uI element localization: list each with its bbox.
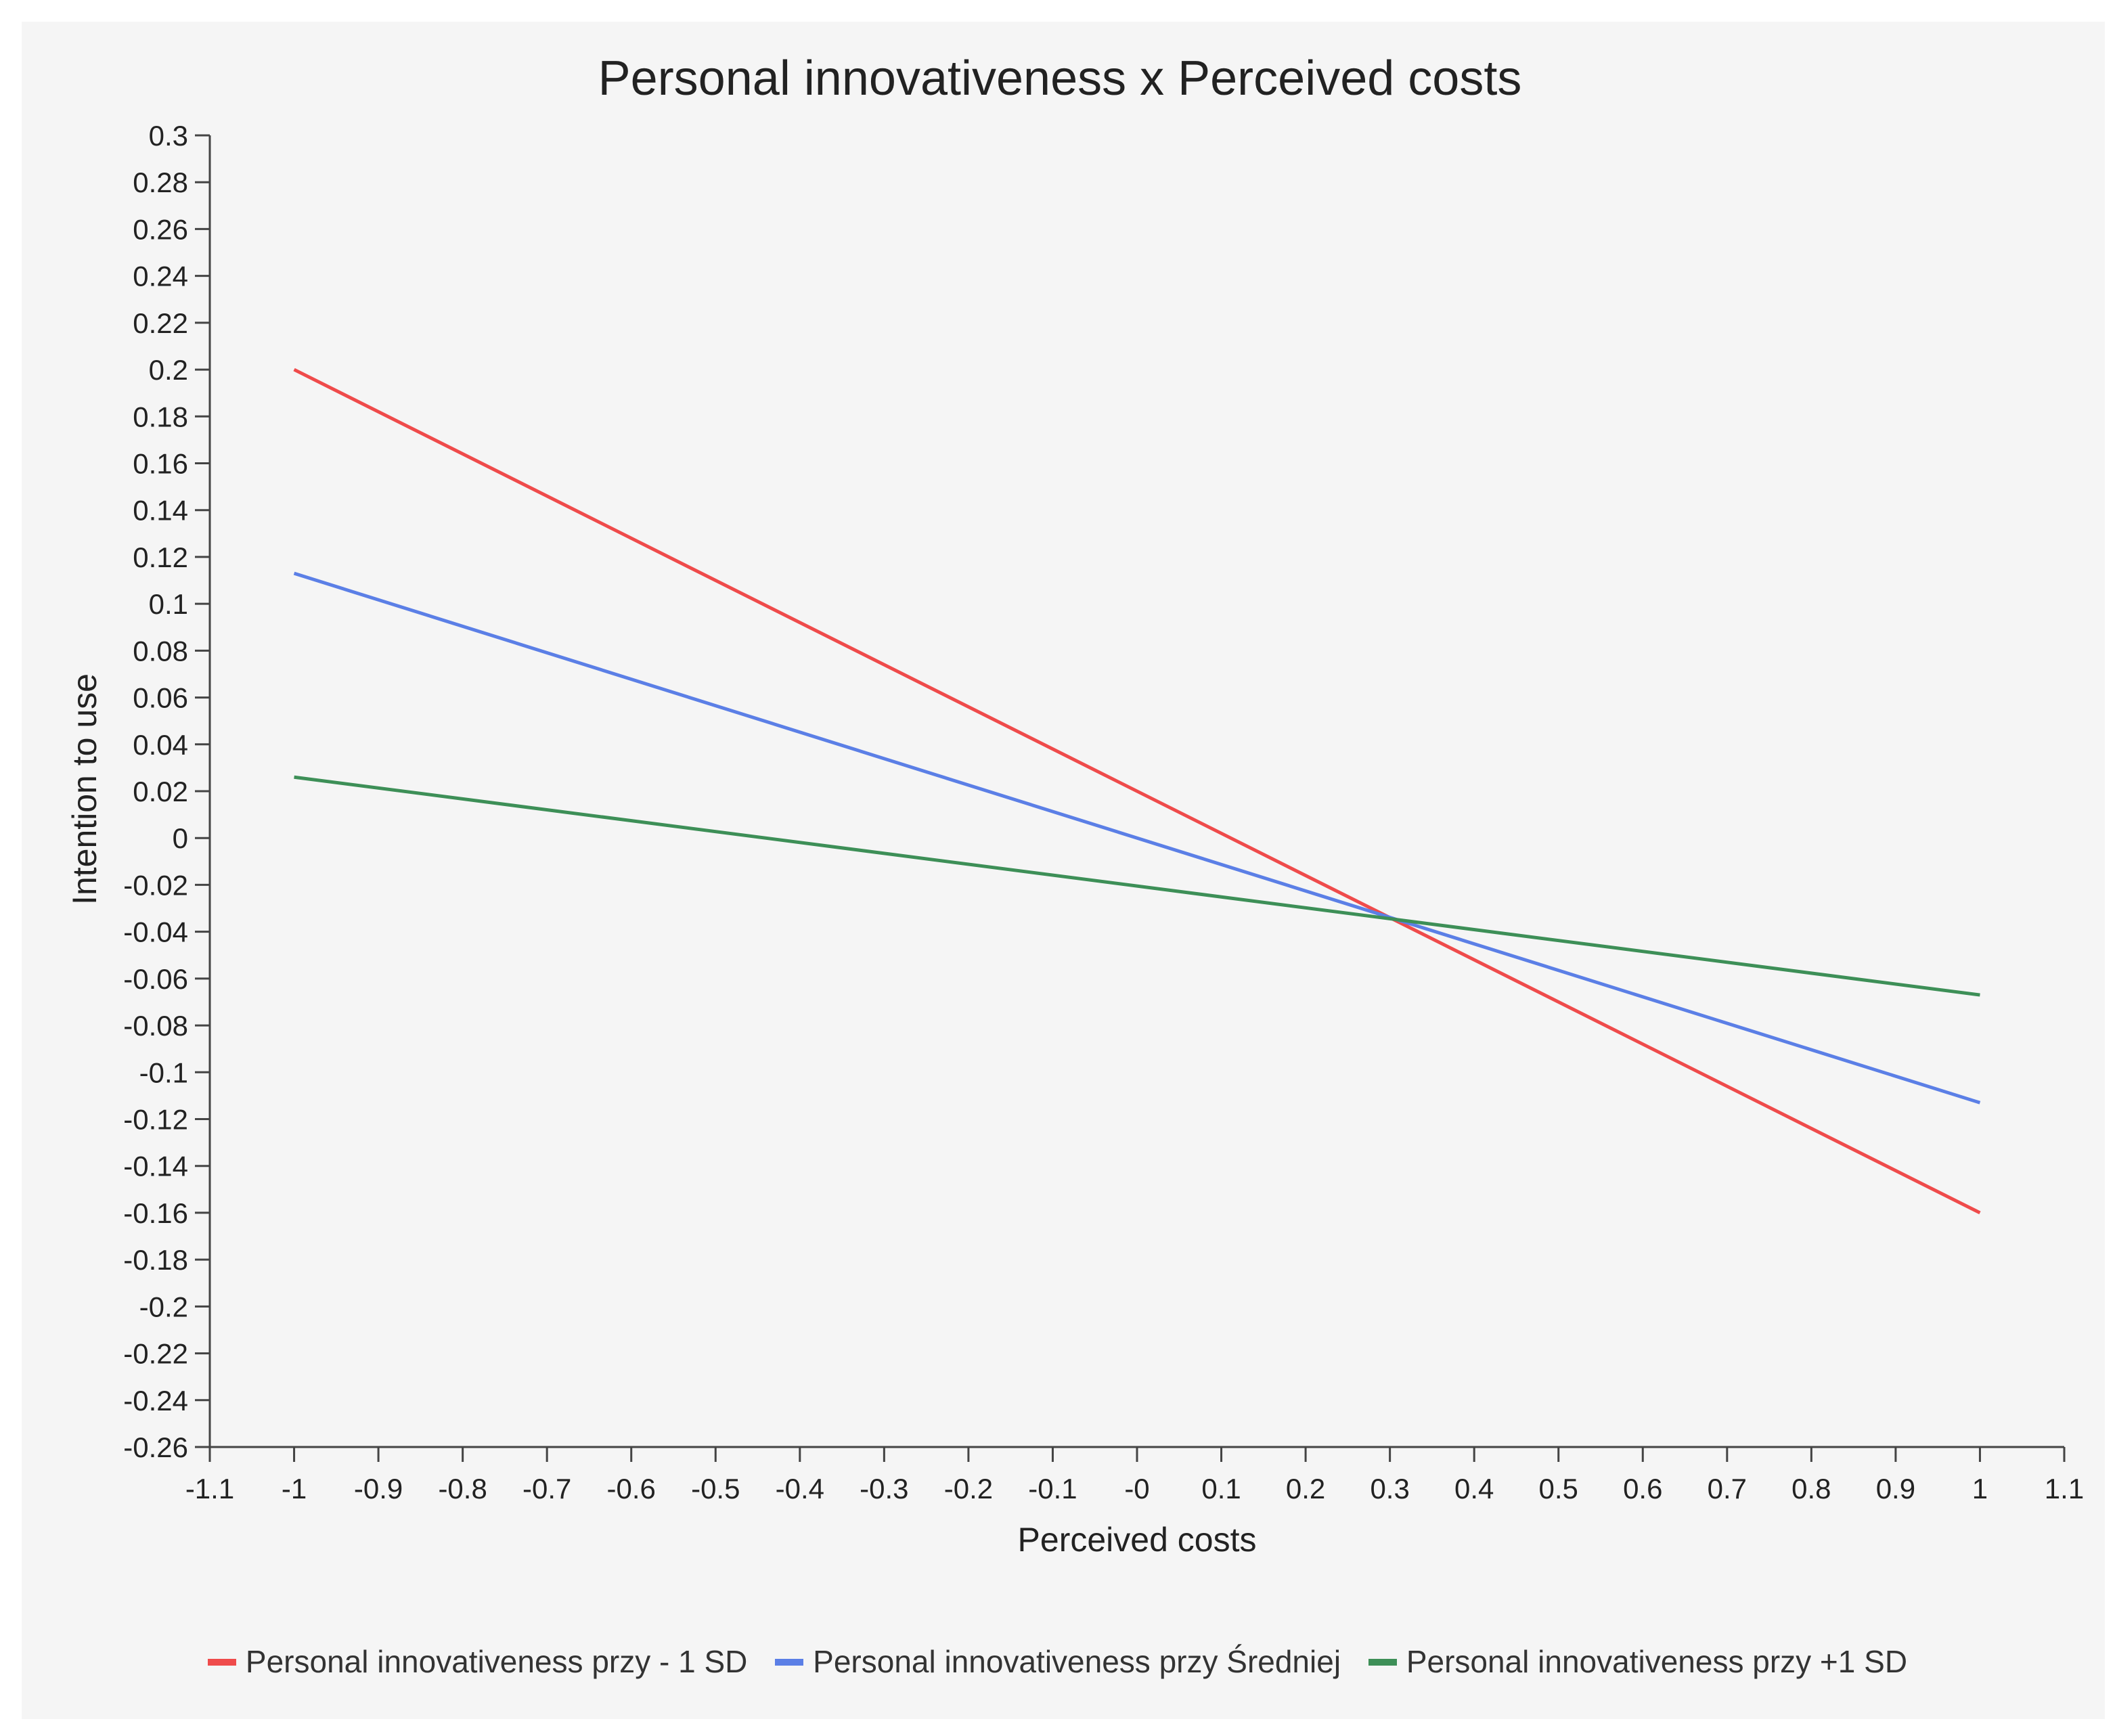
y-tick-label: 0.22 xyxy=(133,307,188,339)
y-tick-label: -0.2 xyxy=(139,1291,188,1322)
y-tick-label: -0.18 xyxy=(123,1244,188,1276)
x-tick-label: -1.1 xyxy=(185,1473,234,1505)
y-tick-label: -0.06 xyxy=(123,963,188,995)
y-tick-label: -0.12 xyxy=(123,1104,188,1136)
y-tick-label: -0.04 xyxy=(123,916,188,948)
y-tick-label: 0 xyxy=(173,822,188,854)
x-tick-label: -1 xyxy=(282,1473,307,1505)
y-tick-label: 0.26 xyxy=(133,213,188,245)
series-lines xyxy=(293,368,1981,1215)
x-tick-label: -0.2 xyxy=(944,1473,993,1505)
y-tick-label: 0.06 xyxy=(133,682,188,714)
y-tick-label: 0.12 xyxy=(133,541,188,573)
y-axis-label: Intention to use xyxy=(66,673,104,905)
y-axis-ticks: 0.3 0.28 0.26 0.24 0.22 0.2 0.18 0.16 0.14 0.12 0.… xyxy=(123,120,210,1463)
y-tick-label: -0.02 xyxy=(123,869,188,901)
legend-label: Personal innovativeness przy - 1 SD xyxy=(245,1644,748,1679)
x-axis-ticks: -1.1 -1 -0.9 -0.8 -0.7 -0.6 -0.5 -0.4 -0.3 -0.2 -0… xyxy=(185,1447,2084,1505)
legend-swatch xyxy=(207,1658,236,1666)
x-tick-label: 0.4 xyxy=(1454,1473,1494,1505)
x-tick-label: -0.4 xyxy=(776,1473,824,1505)
y-tick-label: 0.28 xyxy=(133,166,188,198)
y-tick-label: 0.3 xyxy=(149,120,188,152)
x-tick-label: 0.1 xyxy=(1201,1473,1241,1505)
legend-label: Personal innovativeness przy +1 SD xyxy=(1406,1644,1908,1679)
y-tick-label: 0.2 xyxy=(149,354,188,386)
x-tick-label: -0.7 xyxy=(522,1473,571,1505)
x-tick-label: -0.8 xyxy=(438,1473,487,1505)
y-tick-label: 0.24 xyxy=(133,261,188,292)
y-tick-label: 0.1 xyxy=(149,588,188,620)
legend-item[interactable]: Personal innovativeness przy Średniej xyxy=(775,1643,1341,1680)
x-tick-label: -0.5 xyxy=(691,1473,740,1505)
x-tick-label: -0.9 xyxy=(354,1473,403,1505)
y-tick-label: 0.04 xyxy=(133,729,188,761)
x-tick-label: 0.8 xyxy=(1791,1473,1831,1505)
x-tick-label: -0.1 xyxy=(1028,1473,1077,1505)
y-tick-label: -0.1 xyxy=(139,1056,188,1088)
x-tick-label: 0.7 xyxy=(1708,1473,1747,1505)
legend-swatch xyxy=(775,1658,804,1666)
x-axis-label: Perceived costs xyxy=(1018,1521,1257,1559)
y-tick-label: -0.16 xyxy=(123,1197,188,1229)
series-line xyxy=(293,368,1981,1215)
x-tick-label: -0 xyxy=(1124,1473,1149,1505)
legend-swatch xyxy=(1368,1658,1397,1666)
series-line xyxy=(293,571,1981,1105)
chart-title: Personal innovativeness x Perceived cost… xyxy=(598,51,1522,106)
x-tick-label: 0.6 xyxy=(1623,1473,1662,1505)
y-tick-label: -0.14 xyxy=(123,1151,188,1182)
y-tick-label: 0.14 xyxy=(133,495,188,527)
x-tick-label: 0.2 xyxy=(1286,1473,1325,1505)
x-tick-label: 0.5 xyxy=(1539,1473,1578,1505)
legend-item[interactable]: Personal innovativeness przy - 1 SD xyxy=(207,1643,748,1680)
series-line xyxy=(294,775,1980,997)
y-tick-label: -0.26 xyxy=(123,1431,188,1463)
y-tick-label: -0.08 xyxy=(123,1010,188,1042)
legend-label: Personal innovativeness przy Średniej xyxy=(813,1644,1341,1679)
y-tick-label: -0.22 xyxy=(123,1338,188,1370)
y-tick-label: 0.18 xyxy=(133,401,188,432)
y-tick-label: 0.08 xyxy=(133,635,188,667)
x-tick-label: 1 xyxy=(1972,1473,1988,1505)
legend-item[interactable]: Personal innovativeness przy +1 SD xyxy=(1368,1643,1907,1680)
chart-legend: Personal innovativeness przy - 1 SD Pers… xyxy=(0,1643,2115,1680)
y-tick-label: 0.02 xyxy=(133,776,188,807)
y-tick-label: -0.24 xyxy=(123,1385,188,1417)
x-tick-label: -0.3 xyxy=(860,1473,908,1505)
x-tick-label: 0.3 xyxy=(1370,1473,1409,1505)
x-tick-label: -0.6 xyxy=(607,1473,656,1505)
y-tick-label: 0.16 xyxy=(133,448,188,480)
chart-panel xyxy=(22,22,2105,1719)
x-tick-label: 0.9 xyxy=(1876,1473,1915,1505)
x-tick-label: 1.1 xyxy=(2045,1473,2084,1505)
